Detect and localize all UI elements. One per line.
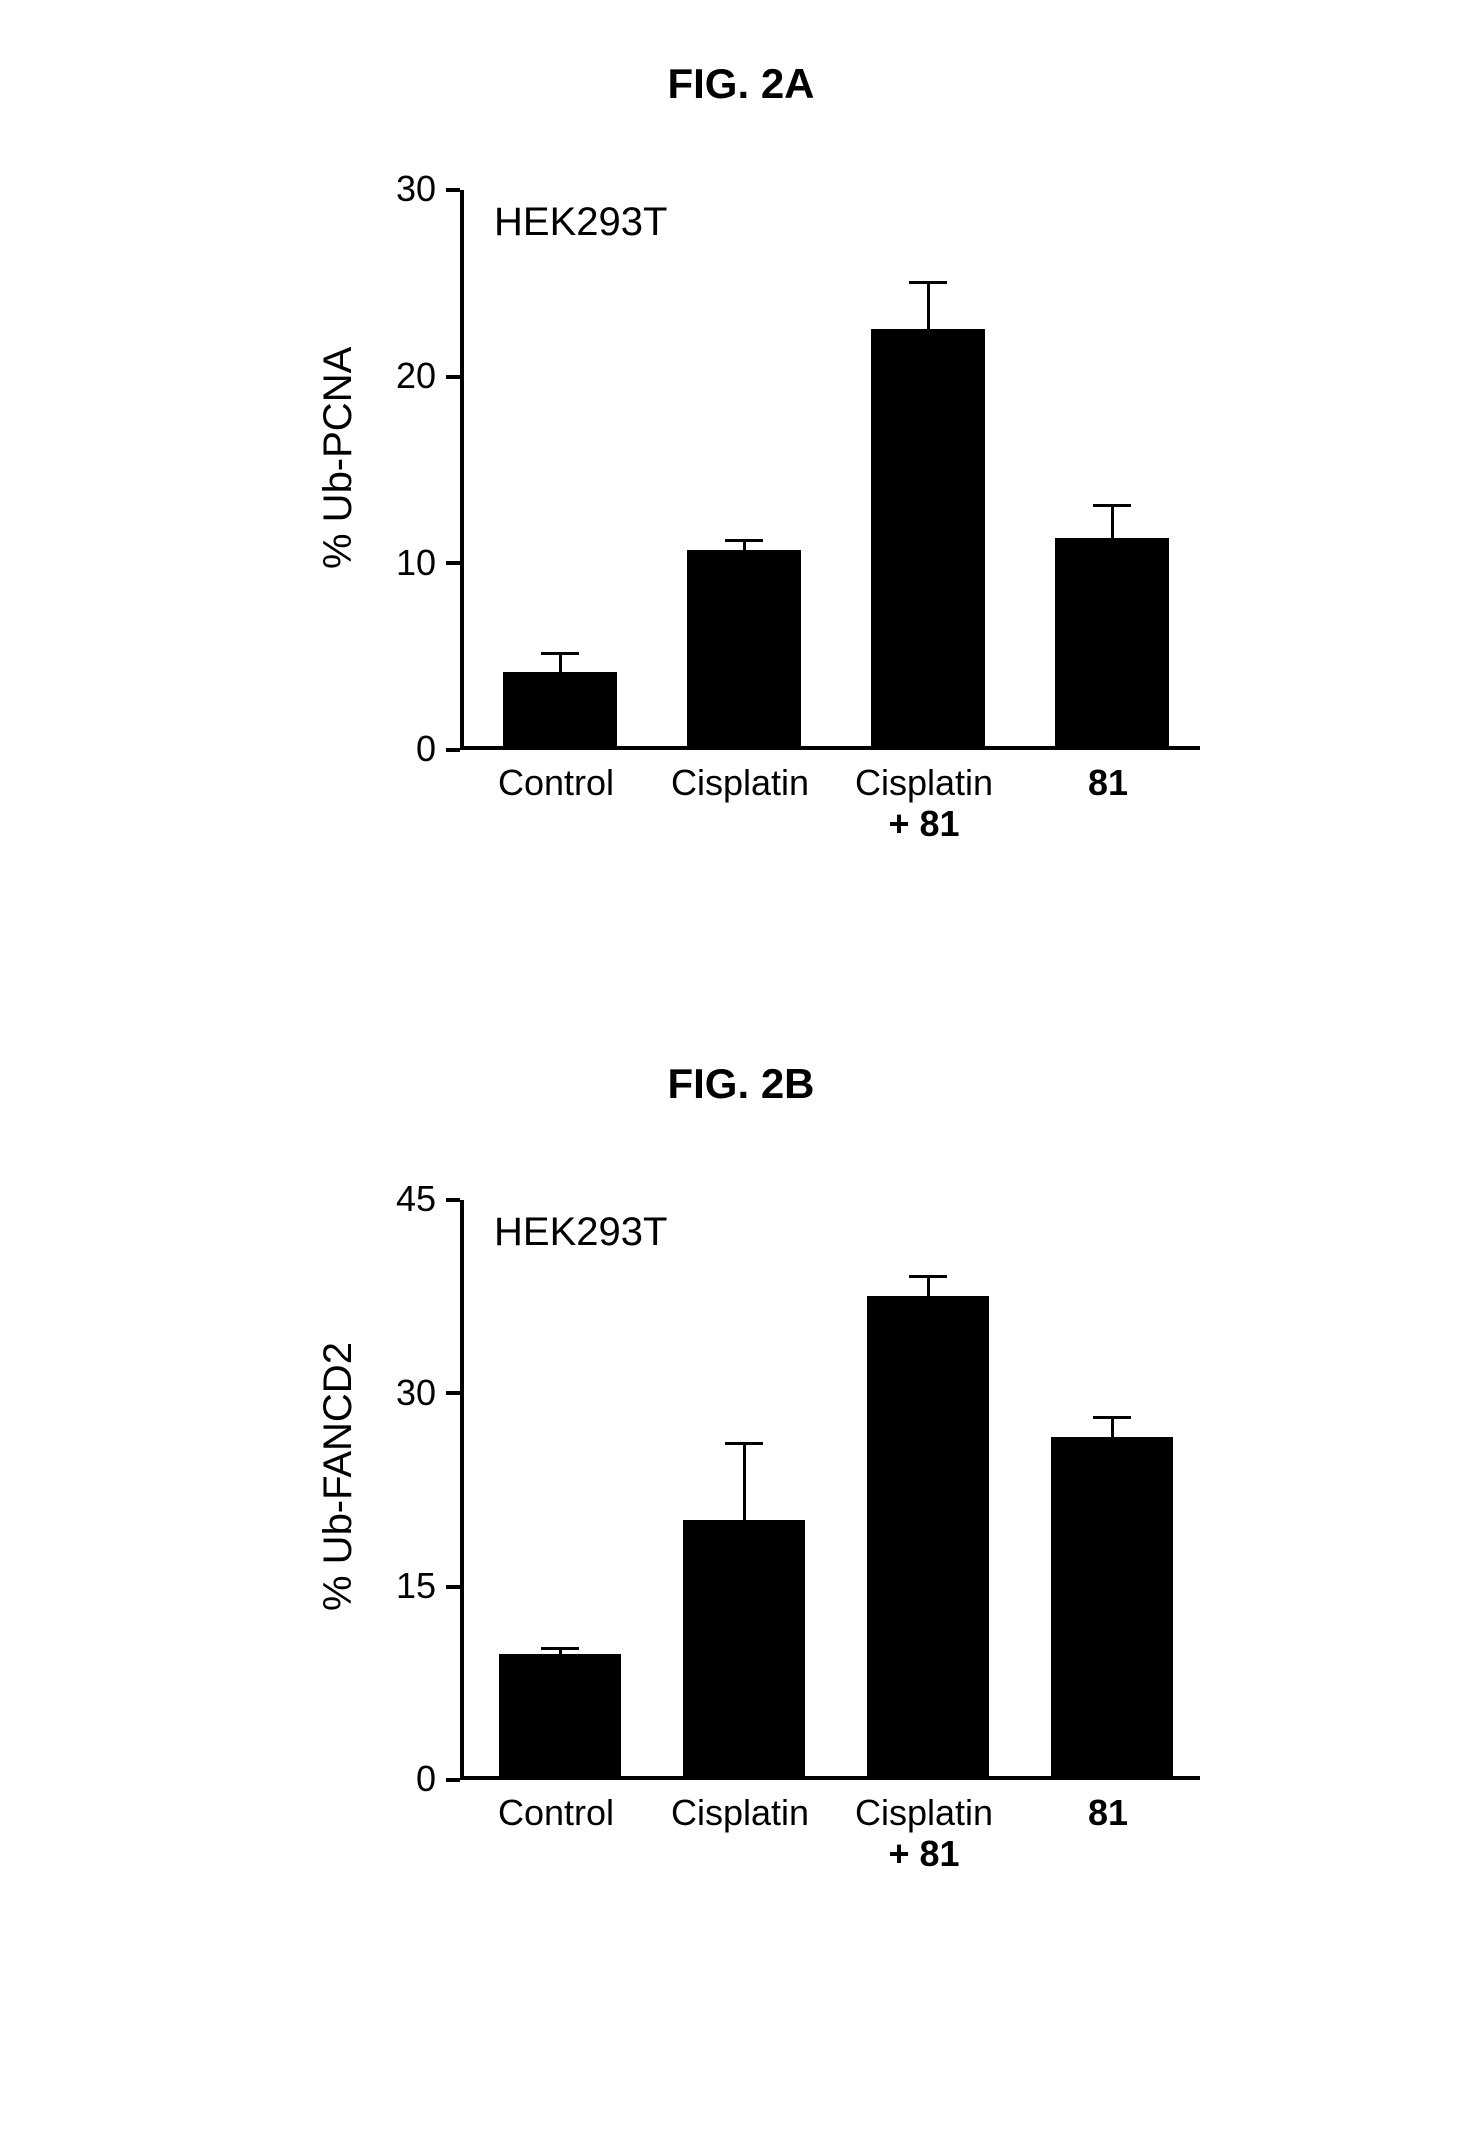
chart-b-error-cap [541,1647,579,1650]
chart-b-ytick-label: 15 [346,1565,436,1607]
chart-a-error-cap [541,652,579,655]
chart-a: HEK293T % Ub-PCNA 0102030ControlCisplati… [300,150,1220,920]
chart-b-ytick [446,1778,460,1782]
chart-b-xtick-label: Control [464,1792,648,1834]
chart-b-error-cap [909,1275,947,1278]
chart-a-xtick-label-line2: + 81 [832,803,1016,845]
chart-a-ytick-label: 30 [346,168,436,210]
chart-a-inner-label: HEK293T [494,200,667,245]
chart-b-xtick-label: 81 [1016,1792,1200,1834]
chart-b-error-cap [1093,1416,1131,1419]
chart-b: HEK293T % Ub-FANCD2 0153045ControlCispla… [300,1160,1220,1960]
chart-a-bar [871,329,985,746]
chart-a-bar [503,672,617,746]
chart-b-bar [499,1654,620,1776]
chart-a-xtick-label: Cisplatin [832,762,1016,804]
chart-a-ytick-label: 10 [346,542,436,584]
chart-a-ytick-label: 0 [346,728,436,770]
chart-a-bar [687,550,801,746]
chart-a-plot-area: HEK293T [460,190,1200,750]
chart-b-bar [683,1520,804,1776]
chart-a-wrap: HEK293T % Ub-PCNA 0102030ControlCisplati… [300,150,1220,920]
chart-a-error-cap [909,281,947,284]
chart-a-bar [1055,538,1169,746]
chart-b-ytick-label: 45 [346,1178,436,1220]
chart-a-error-cap [1093,504,1131,507]
page: FIG. 2A HEK293T % Ub-PCNA 0102030Control… [0,0,1482,2156]
chart-a-ytick [446,561,460,565]
chart-b-error-stem [1111,1418,1114,1437]
chart-a-error-cap [725,539,763,542]
chart-a-xtick-label: Control [464,762,648,804]
chart-b-error-cap [725,1442,763,1445]
chart-b-bar [1051,1437,1172,1776]
chart-a-xtick-label: Cisplatin [648,762,832,804]
chart-a-ytick [446,188,460,192]
chart-b-error-stem [743,1443,746,1520]
chart-b-error-stem [927,1277,930,1296]
chart-a-xtick-label: 81 [1016,762,1200,804]
chart-b-plot-area: HEK293T [460,1200,1200,1780]
chart-b-xtick-label: Cisplatin [648,1792,832,1834]
chart-b-ytick-label: 0 [346,1758,436,1800]
chart-a-error-stem [1111,505,1114,538]
chart-b-xtick-label: Cisplatin [832,1792,1016,1834]
chart-a-error-stem [927,283,930,329]
chart-b-ytick [446,1198,460,1202]
figure-b-title: FIG. 2B [0,1060,1482,1108]
chart-a-ytick [446,748,460,752]
chart-b-ytick [446,1391,460,1395]
chart-a-ytick [446,375,460,379]
chart-b-ytick [446,1585,460,1589]
chart-b-wrap: HEK293T % Ub-FANCD2 0153045ControlCispla… [300,1160,1220,1960]
chart-a-ytick-label: 20 [346,355,436,397]
chart-b-bar [867,1296,988,1776]
chart-b-inner-label: HEK293T [494,1210,667,1255]
chart-b-xtick-label-line2: + 81 [832,1833,1016,1875]
chart-a-error-stem [559,653,562,672]
figure-a-title: FIG. 2A [0,60,1482,108]
chart-b-ytick-label: 30 [346,1372,436,1414]
